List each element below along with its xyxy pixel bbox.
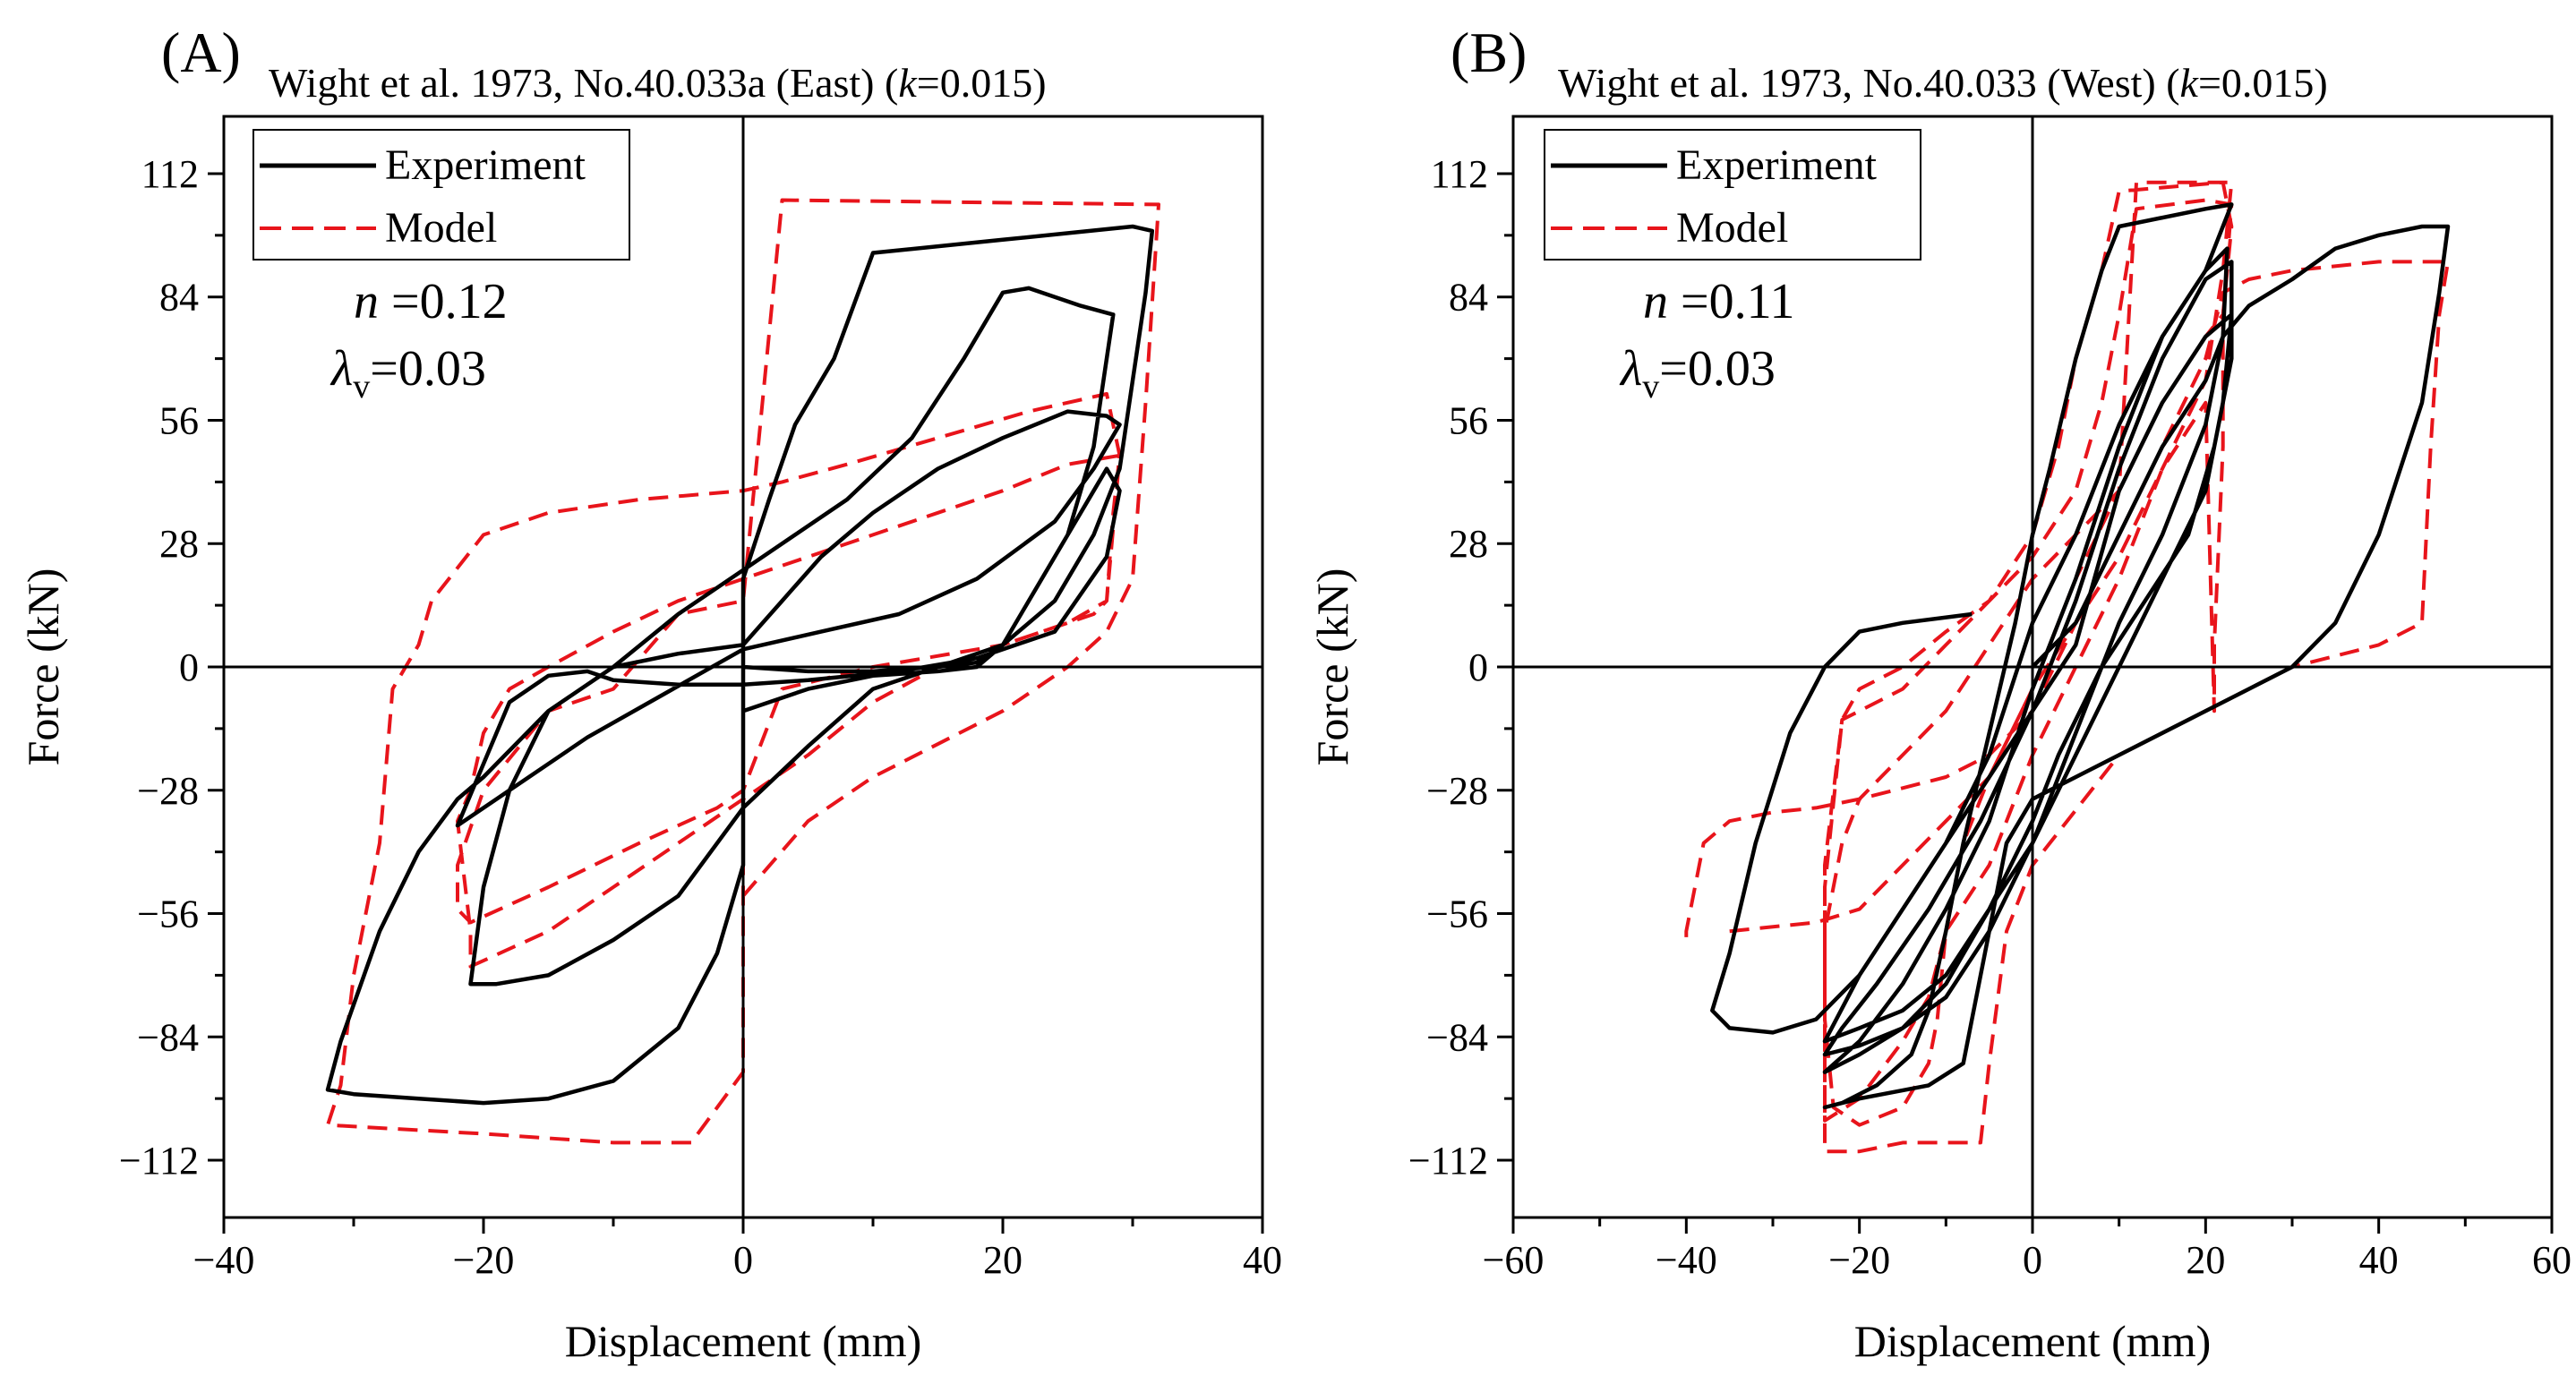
legend-a: Experiment Model xyxy=(252,129,630,261)
panel-label-b: (B) xyxy=(1451,21,1527,84)
legend-experiment-label-b: Experiment xyxy=(1676,141,1878,189)
y-tick-label-b: 0 xyxy=(1468,645,1488,689)
legend-model-label-b: Model xyxy=(1676,204,1788,252)
y-tick-label-b: −84 xyxy=(1426,1015,1488,1059)
x-tick-label-b: 0 xyxy=(2023,1238,2042,1282)
legend-box-b xyxy=(1544,129,1921,261)
x-tick-label-a: 40 xyxy=(1243,1238,1282,1282)
annotation-n-a: n =0.12 xyxy=(354,274,508,329)
annotation-lambda-value-b: =0.03 xyxy=(1659,341,1776,397)
zero-lines-a xyxy=(224,116,1262,1217)
y-tick-label-b: 28 xyxy=(1449,522,1488,566)
x-tick-label-b: −20 xyxy=(1828,1238,1890,1282)
chart-title-b-suffix: =0.015) xyxy=(2198,60,2328,106)
annotation-n-value-b: =0.11 xyxy=(1668,274,1795,329)
series-model-b xyxy=(1684,180,2450,1154)
x-axis-label-a: Displacement (mm) xyxy=(565,1316,922,1366)
y-tick-label-b: 84 xyxy=(1449,276,1488,320)
chart-title-a-prefix: Wight et al. 1973, No.40.033a (East) ( xyxy=(269,60,898,106)
x-tick-label-b: −60 xyxy=(1483,1238,1545,1282)
y-axis-label-b: Force (kN) xyxy=(1307,568,1357,766)
y-tick-label-a: 84 xyxy=(159,276,199,320)
annotation-n-symbol-a: n xyxy=(354,274,379,329)
series-model-a xyxy=(326,198,1160,1145)
chart-title-a: Wight et al. 1973, No.40.033a (East) (k=… xyxy=(269,60,1047,106)
x-tick-label-b: 20 xyxy=(2186,1238,2225,1282)
y-tick-label-b: 112 xyxy=(1431,152,1488,196)
legend-model-label-a: Model xyxy=(385,204,497,252)
x-tick-label-a: −20 xyxy=(453,1238,515,1282)
x-tick-label-a: −40 xyxy=(193,1238,255,1282)
y-tick-label-a: −56 xyxy=(137,893,199,936)
y-tick-label-a: 28 xyxy=(159,522,199,566)
y-tick-label-b: −28 xyxy=(1426,769,1488,813)
chart-panel-b: (B) Wight et al. 1973, No.40.033 (West) … xyxy=(1307,21,2572,1366)
legend-b: Experiment Model xyxy=(1544,129,1921,261)
annotation-lambda-sub-b: v xyxy=(1642,368,1659,406)
y-tick-label-a: 0 xyxy=(179,645,199,689)
x-tick-label-b: 40 xyxy=(2359,1238,2399,1282)
y-tick-label-a: 112 xyxy=(141,152,199,196)
annotation-lambda-symbol-b: λ xyxy=(1619,341,1642,397)
panel-label-a: (A) xyxy=(161,21,241,84)
y-tick-label-a: −28 xyxy=(137,769,199,813)
ticks-a: −40 −20 0 20 40 −112 −84 −56 −28 0 28 56 84 112 xyxy=(119,152,1282,1282)
y-tick-label-a: −112 xyxy=(119,1139,199,1183)
annotation-n-symbol-b: n xyxy=(1643,274,1668,329)
annotation-lambda-b: λv=0.03 xyxy=(1619,341,1776,406)
chart-title-a-suffix: =0.015) xyxy=(917,60,1047,106)
chart-title-b-prefix: Wight et al. 1973, No.40.033 (West) ( xyxy=(1558,60,2180,106)
legend-experiment-label-a: Experiment xyxy=(385,141,586,189)
y-tick-label-a: 56 xyxy=(159,398,199,442)
y-tick-label-a: −84 xyxy=(137,1015,199,1059)
annotation-n-value-a: =0.12 xyxy=(379,274,508,329)
annotation-lambda-value-a: =0.03 xyxy=(370,341,486,397)
chart-title-a-k: k xyxy=(898,60,918,106)
zero-lines-b xyxy=(1513,116,2552,1217)
x-axis-label-b: Displacement (mm) xyxy=(1854,1316,2212,1366)
annotation-lambda-symbol-a: λ xyxy=(329,341,353,397)
y-axis-label-a: Force (kN) xyxy=(18,568,68,766)
annotation-n-b: n =0.11 xyxy=(1643,274,1795,329)
x-tick-label-b: −40 xyxy=(1656,1238,1717,1282)
annotation-lambda-a: λv=0.03 xyxy=(329,341,486,406)
x-tick-label-a: 20 xyxy=(983,1238,1023,1282)
y-tick-label-b: 56 xyxy=(1449,398,1488,442)
x-tick-label-b: 60 xyxy=(2532,1238,2572,1282)
chart-title-b: Wight et al. 1973, No.40.033 (West) (k=0… xyxy=(1558,60,2328,106)
legend-box-a xyxy=(252,129,630,261)
chart-panel-a: (A) Wight et al. 1973, No.40.033a (East)… xyxy=(18,21,1282,1366)
model-curve-b xyxy=(1684,180,2450,1154)
y-tick-label-b: −56 xyxy=(1426,893,1488,936)
chart-title-b-k: k xyxy=(2180,60,2200,106)
annotation-lambda-sub-a: v xyxy=(353,368,370,406)
y-tick-label-b: −112 xyxy=(1408,1139,1488,1183)
model-curve-a xyxy=(326,198,1160,1145)
ticks-b: −60 −40 −20 0 20 40 60 −112 −84 −56 −28 0 28 56 84 112 xyxy=(1408,152,2572,1282)
x-tick-label-a: 0 xyxy=(733,1238,753,1282)
